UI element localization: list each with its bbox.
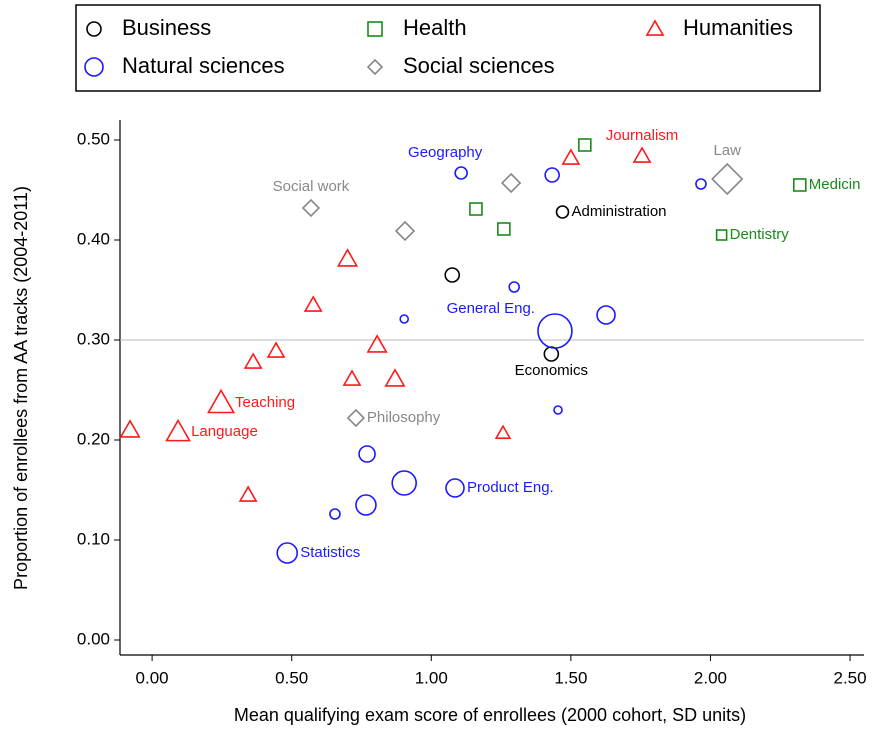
point: [469, 202, 483, 216]
point: [445, 478, 465, 498]
point: [494, 424, 512, 439]
point: [792, 178, 807, 192]
point: [399, 314, 409, 324]
point: [444, 267, 461, 283]
point: [266, 341, 286, 358]
legend-label: Social sciences: [403, 53, 555, 78]
point: [715, 229, 728, 241]
point: [695, 178, 707, 190]
y-tick-label: 0.20: [77, 429, 110, 448]
legend-label: Business: [122, 15, 211, 40]
legend-marker: [366, 58, 384, 76]
point-label: Philosophy: [367, 409, 441, 426]
point: [394, 220, 416, 242]
point: [555, 205, 570, 219]
point: [329, 508, 341, 520]
point-label: Administration: [571, 203, 666, 220]
point: [355, 494, 377, 516]
point: [544, 167, 560, 183]
point: [119, 419, 141, 438]
point-label: Law: [713, 142, 741, 159]
point: [301, 198, 321, 218]
point-label: Statistics: [300, 544, 360, 561]
point: [207, 388, 236, 414]
point-label: Economics: [515, 362, 588, 379]
point: [561, 148, 581, 165]
point: [578, 138, 592, 152]
point: [454, 166, 468, 180]
x-axis-title: Mean qualifying exam score of enrollees …: [234, 705, 746, 725]
legend-marker: [645, 19, 665, 36]
point: [165, 418, 191, 442]
legend-box: [75, 4, 821, 92]
point: [342, 369, 362, 386]
x-tick-label: 2.00: [694, 668, 727, 687]
legend-marker: [86, 21, 102, 37]
point: [596, 305, 616, 325]
x-tick-label: 1.00: [415, 668, 448, 687]
point: [303, 295, 323, 312]
point-label: Teaching: [235, 394, 295, 411]
point: [543, 346, 560, 362]
y-tick-label: 0.00: [77, 629, 110, 648]
legend-marker: [367, 21, 383, 37]
point-label: Language: [191, 423, 258, 440]
y-tick-label: 0.30: [77, 329, 110, 348]
point: [391, 470, 417, 496]
point: [537, 313, 573, 349]
point-label: Medicin: [809, 176, 861, 193]
point: [346, 408, 366, 428]
point: [366, 334, 388, 353]
point-label: Geography: [408, 144, 483, 161]
legend-label: Natural sciences: [122, 53, 285, 78]
legend-label: Health: [403, 15, 467, 40]
point: [276, 542, 299, 564]
y-axis-title: Proportion of enrollees from AA tracks (…: [11, 186, 31, 590]
legend-label: Humanities: [683, 15, 793, 40]
point-label: Dentistry: [730, 226, 790, 243]
point: [358, 445, 376, 463]
point: [238, 485, 258, 502]
x-tick-label: 0.50: [275, 668, 308, 687]
point: [711, 162, 744, 196]
point-label: Journalism: [606, 127, 679, 144]
point: [508, 281, 520, 293]
point: [632, 146, 652, 163]
point: [497, 222, 511, 236]
point: [336, 248, 359, 267]
y-tick-label: 0.50: [77, 129, 110, 148]
point-label: Social work: [273, 178, 350, 195]
point: [384, 368, 406, 387]
point: [243, 352, 263, 369]
x-tick-label: 0.00: [136, 668, 169, 687]
y-tick-label: 0.10: [77, 529, 110, 548]
x-tick-label: 2.50: [833, 668, 866, 687]
point-label: Product Eng.: [467, 479, 554, 496]
legend-marker: [84, 57, 104, 77]
point-label: General Eng.: [447, 300, 535, 317]
y-tick-label: 0.40: [77, 229, 110, 248]
point: [500, 172, 522, 194]
point: [553, 405, 563, 415]
x-tick-label: 1.50: [554, 668, 587, 687]
